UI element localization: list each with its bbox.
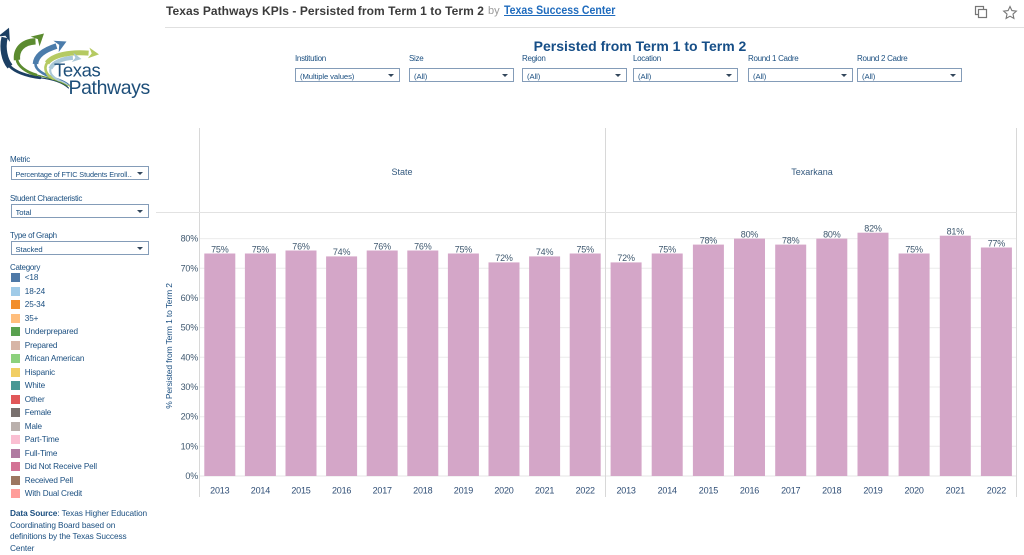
svg-text:2015: 2015 <box>699 486 718 496</box>
svg-text:% Persisted from Term 1 to Ter: % Persisted from Term 1 to Term 2 <box>164 283 174 409</box>
svg-text:80%: 80% <box>181 234 199 244</box>
svg-text:70%: 70% <box>181 263 199 273</box>
svg-text:76%: 76% <box>292 241 310 251</box>
svg-text:2017: 2017 <box>781 486 800 496</box>
svg-text:75%: 75% <box>455 244 473 254</box>
svg-text:2018: 2018 <box>822 486 841 496</box>
svg-text:2020: 2020 <box>904 486 923 496</box>
svg-text:75%: 75% <box>576 244 594 254</box>
svg-text:75%: 75% <box>211 244 229 254</box>
svg-text:2021: 2021 <box>946 486 965 496</box>
svg-text:78%: 78% <box>782 235 800 245</box>
svg-text:2021: 2021 <box>535 486 554 496</box>
svg-text:2019: 2019 <box>863 486 882 496</box>
svg-text:State: State <box>391 167 412 177</box>
svg-text:78%: 78% <box>700 235 718 245</box>
svg-text:76%: 76% <box>414 241 432 251</box>
svg-text:2018: 2018 <box>413 486 432 496</box>
svg-text:2016: 2016 <box>332 486 351 496</box>
svg-text:30%: 30% <box>181 382 199 392</box>
svg-text:2015: 2015 <box>291 486 310 496</box>
svg-text:75%: 75% <box>905 244 923 254</box>
svg-text:75%: 75% <box>658 244 676 254</box>
svg-text:10%: 10% <box>181 441 199 451</box>
svg-text:2022: 2022 <box>987 486 1006 496</box>
svg-text:2020: 2020 <box>494 486 513 496</box>
svg-text:74%: 74% <box>333 247 351 257</box>
svg-text:2016: 2016 <box>740 486 759 496</box>
svg-text:50%: 50% <box>181 323 199 333</box>
svg-text:2013: 2013 <box>210 486 229 496</box>
svg-text:2022: 2022 <box>576 486 595 496</box>
svg-text:0%: 0% <box>185 471 198 481</box>
svg-text:40%: 40% <box>181 352 199 362</box>
svg-text:2014: 2014 <box>251 486 270 496</box>
svg-text:Texas: Texas <box>54 60 100 81</box>
svg-text:2014: 2014 <box>658 486 677 496</box>
svg-text:20%: 20% <box>181 412 199 422</box>
svg-text:72%: 72% <box>495 253 513 263</box>
svg-text:76%: 76% <box>373 241 391 251</box>
svg-text:80%: 80% <box>741 229 759 239</box>
svg-text:82%: 82% <box>864 224 882 234</box>
svg-text:2013: 2013 <box>616 486 635 496</box>
svg-text:74%: 74% <box>536 247 554 257</box>
svg-text:72%: 72% <box>617 253 635 263</box>
svg-text:80%: 80% <box>823 229 841 239</box>
svg-text:Pathways: Pathways <box>69 77 151 99</box>
svg-text:81%: 81% <box>947 227 965 237</box>
svg-text:75%: 75% <box>252 244 270 254</box>
svg-text:77%: 77% <box>988 238 1006 248</box>
svg-text:2019: 2019 <box>454 486 473 496</box>
svg-text:60%: 60% <box>181 293 199 303</box>
svg-text:2017: 2017 <box>373 486 392 496</box>
svg-text:Texarkana: Texarkana <box>791 167 833 177</box>
